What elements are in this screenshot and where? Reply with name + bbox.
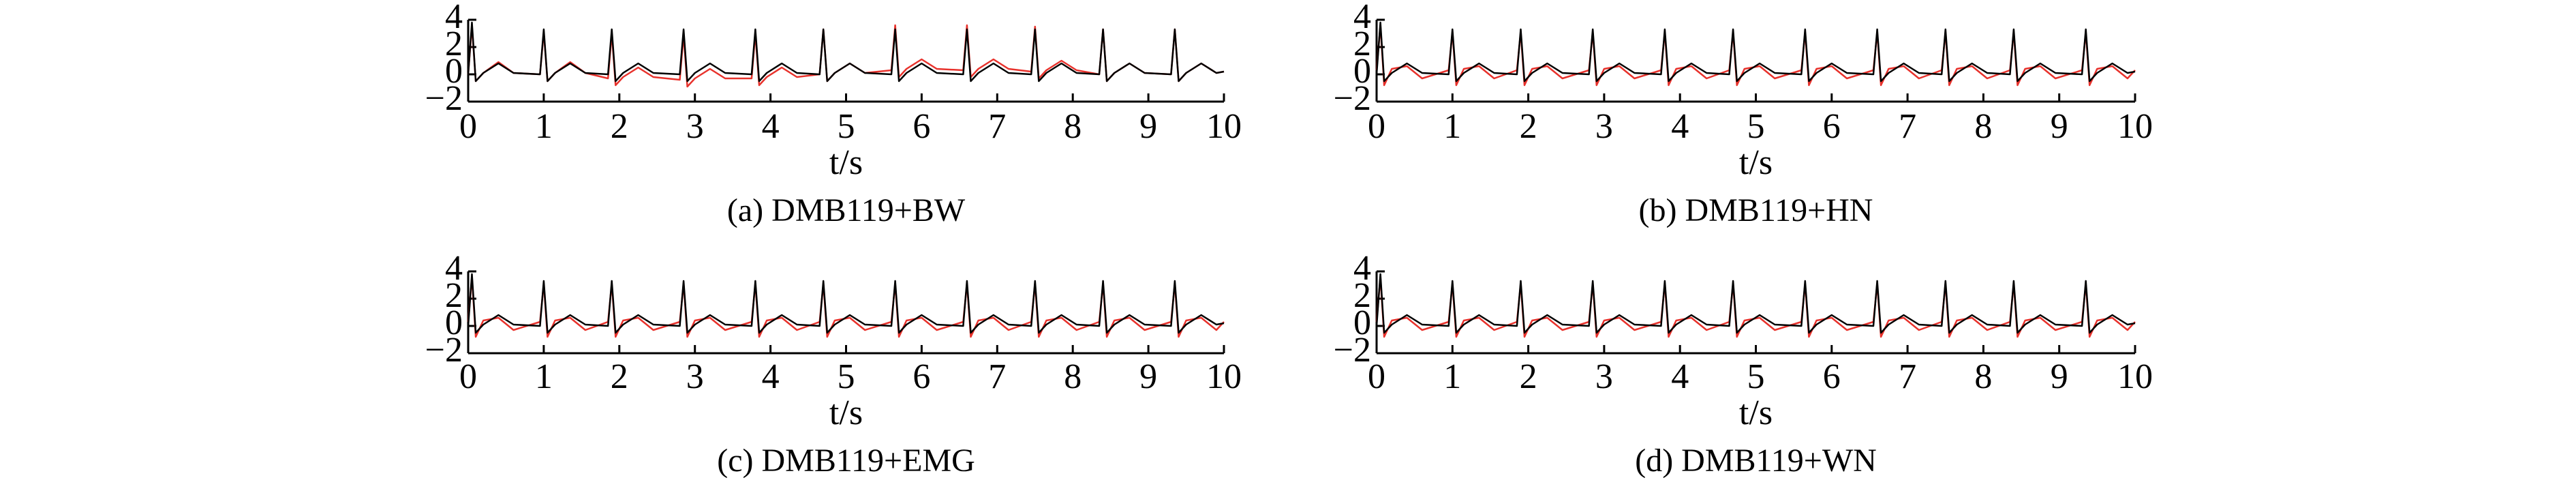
- x-tick-label: 6: [1823, 357, 1841, 396]
- x-tick-label: 9: [1139, 357, 1157, 396]
- x-tick-label: 7: [988, 357, 1006, 396]
- x-tick-label: 5: [1747, 357, 1765, 396]
- y-tick-label: 2: [445, 276, 463, 315]
- x-tick-label: 0: [1368, 107, 1385, 146]
- y-tick-label: 2: [1353, 25, 1371, 63]
- x-tick-label: 5: [1747, 107, 1765, 146]
- x-tick-label: 1: [535, 107, 553, 146]
- y-tick-label: −2: [425, 79, 463, 118]
- x-tick-label: 6: [913, 107, 930, 146]
- y-tick-label: −2: [1334, 331, 1371, 370]
- x-tick-label: 2: [611, 107, 628, 146]
- x-tick-label: 8: [1974, 107, 1992, 146]
- x-tick-label: 1: [1443, 107, 1461, 146]
- x-axis-label: t/s: [829, 393, 863, 432]
- subplot-caption: (d) DMB119+WN: [1635, 443, 1877, 479]
- x-tick-label: 2: [611, 357, 628, 396]
- x-tick-label: 5: [838, 357, 855, 396]
- x-tick-label: 1: [1443, 357, 1461, 396]
- y-tick-label: 0: [445, 52, 463, 91]
- signal-line: [467, 21, 1225, 83]
- x-tick-label: 7: [1899, 357, 1916, 396]
- x-tick-label: 3: [686, 357, 704, 396]
- x-tick-label: 9: [2051, 357, 2068, 396]
- subplot-caption: (a) DMB119+BW: [727, 192, 966, 228]
- y-tick-label: −2: [425, 331, 463, 370]
- subplot-caption: (b) DMB119+HN: [1639, 192, 1873, 228]
- x-axis-label: t/s: [1739, 143, 1773, 182]
- x-tick-label: 7: [1899, 107, 1916, 146]
- x-tick-label: 10: [2117, 357, 2153, 396]
- y-tick-label: 4: [1353, 0, 1371, 36]
- x-tick-label: 4: [1671, 107, 1689, 146]
- x-tick-label: 1: [535, 357, 553, 396]
- y-tick-label: 0: [445, 303, 463, 342]
- x-tick-label: 5: [838, 107, 855, 146]
- x-tick-label: 8: [1064, 357, 1082, 396]
- signal-line: [1375, 273, 2136, 334]
- y-tick-label: 0: [1353, 52, 1371, 91]
- y-tick-label: −2: [1334, 79, 1371, 118]
- x-tick-label: 10: [2117, 107, 2153, 146]
- subplot-caption: (c) DMB119+EMG: [717, 443, 975, 479]
- x-tick-label: 2: [1520, 357, 1537, 396]
- x-tick-label: 10: [1206, 357, 1242, 396]
- y-tick-label: 0: [1353, 303, 1371, 342]
- x-axis-label: t/s: [829, 143, 863, 182]
- x-tick-label: 0: [1368, 357, 1385, 396]
- x-tick-label: 8: [1974, 357, 1992, 396]
- x-tick-label: 0: [459, 107, 477, 146]
- x-tick-label: 10: [1206, 107, 1242, 146]
- signal-line: [1375, 21, 2136, 83]
- x-tick-label: 9: [1139, 107, 1157, 146]
- x-tick-label: 6: [913, 357, 930, 396]
- signal-line: [467, 273, 1225, 334]
- x-tick-label: 2: [1520, 107, 1537, 146]
- x-tick-label: 3: [1595, 357, 1613, 396]
- y-tick-label: 4: [1353, 249, 1371, 288]
- y-tick-label: 2: [445, 25, 463, 63]
- x-tick-label: 3: [1595, 107, 1613, 146]
- x-tick-label: 0: [459, 357, 477, 396]
- x-tick-label: 6: [1823, 107, 1841, 146]
- y-tick-label: 4: [445, 0, 463, 36]
- x-tick-label: 3: [686, 107, 704, 146]
- y-tick-label: 4: [445, 249, 463, 288]
- x-tick-label: 4: [1671, 357, 1689, 396]
- x-tick-label: 7: [988, 107, 1006, 146]
- x-tick-label: 9: [2051, 107, 2068, 146]
- x-tick-label: 4: [762, 357, 780, 396]
- x-tick-label: 8: [1064, 107, 1082, 146]
- y-tick-label: 2: [1353, 276, 1371, 315]
- x-axis-label: t/s: [1739, 393, 1773, 432]
- x-tick-label: 4: [762, 107, 780, 146]
